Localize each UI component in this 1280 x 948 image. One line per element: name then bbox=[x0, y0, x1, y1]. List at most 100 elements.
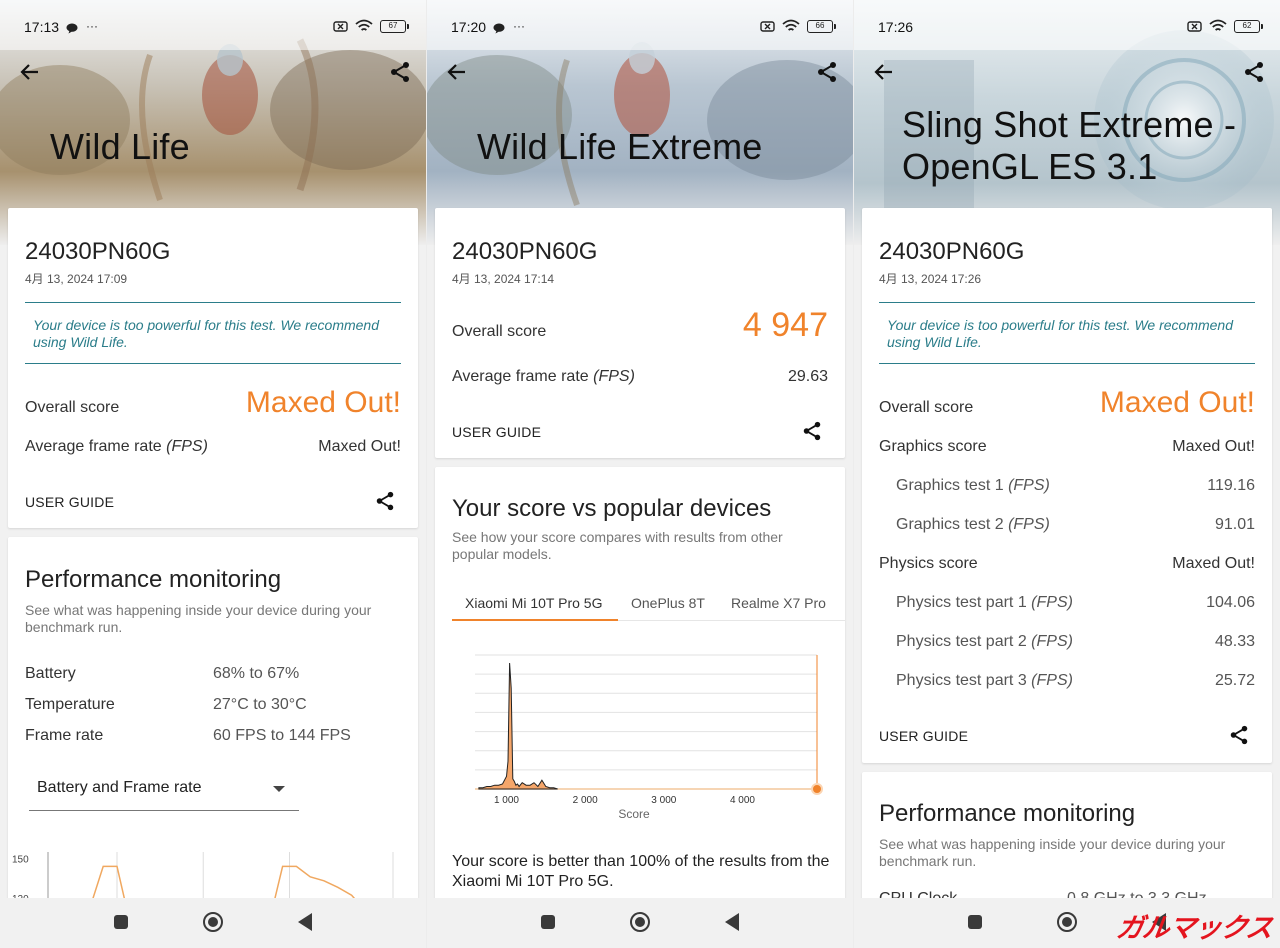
graphics-score-value: Maxed Out! bbox=[1172, 438, 1255, 455]
frame-rate-label: Average frame rate (FPS) bbox=[452, 368, 635, 385]
physics-score-label: Physics score bbox=[879, 555, 978, 572]
benchmark-title: Wild Life bbox=[50, 126, 190, 167]
perf-label: Battery bbox=[25, 665, 76, 682]
mute-icon bbox=[1187, 20, 1202, 32]
overall-score-label: Overall score bbox=[452, 323, 547, 340]
back-button[interactable] bbox=[725, 913, 739, 931]
tab-realme-x7-pro[interactable]: Realme X7 Pro bbox=[731, 595, 826, 611]
device-name: 24030PN60G bbox=[452, 238, 598, 265]
comparison-card: Your score vs popular devices See how yo… bbox=[435, 467, 845, 907]
chart-type-dropdown[interactable]: Battery and Frame rate bbox=[29, 769, 299, 811]
performance-subtitle: See what was happening inside your devic… bbox=[879, 836, 1226, 869]
test-value: 119.16 bbox=[1207, 477, 1255, 494]
arrow-back-icon[interactable] bbox=[872, 60, 896, 84]
test-value: 91.01 bbox=[1214, 516, 1255, 533]
warning-message: Your device is too powerful for this tes… bbox=[879, 302, 1255, 364]
active-tab-indicator bbox=[452, 619, 618, 621]
comparison-title: Your score vs popular devices bbox=[452, 495, 772, 522]
watermark-logo: ガルマックス bbox=[1114, 913, 1274, 943]
phone-screen-wild-life-extreme: 17:20 ··· 66 Wild Life Extreme 24030PN60… bbox=[427, 0, 853, 948]
performance-title: Performance monitoring bbox=[879, 800, 1136, 827]
physics-score-value: Maxed Out! bbox=[1172, 555, 1255, 572]
overall-score-row: Overall score Maxed Out! bbox=[879, 386, 1255, 420]
x-tick-label: 4 000 bbox=[730, 795, 755, 806]
recents-button[interactable] bbox=[541, 915, 555, 929]
physics-test-3-row: Physics test part 3 (FPS) 25.72 bbox=[896, 672, 1255, 690]
recents-button[interactable] bbox=[968, 915, 982, 929]
hero-banner: 17:26 62 Sling Shot Extreme - OpenGL ES … bbox=[854, 0, 1280, 245]
hero-banner: 17:13 ··· 67 Wild Life bbox=[0, 0, 426, 245]
benchmark-title: Wild Life Extreme bbox=[477, 126, 763, 167]
overall-score-value: Maxed Out! bbox=[245, 386, 401, 419]
perf-value: 60 FPS to 144 FPS bbox=[213, 727, 351, 744]
status-time: 17:26 bbox=[878, 19, 914, 35]
share-icon[interactable] bbox=[801, 420, 823, 442]
test-label: Graphics test 2 (FPS) bbox=[896, 516, 1050, 533]
home-button[interactable] bbox=[1057, 912, 1077, 932]
mute-icon bbox=[760, 20, 775, 32]
physics-test-2-row: Physics test part 2 (FPS) 48.33 bbox=[896, 633, 1255, 651]
recents-button[interactable] bbox=[114, 915, 128, 929]
battery-row: Battery 68% to 67% bbox=[25, 665, 405, 683]
frame-rate-label: Average frame rate (FPS) bbox=[25, 438, 208, 455]
perf-value: 27°C to 30°C bbox=[213, 696, 307, 713]
distribution-area bbox=[478, 662, 558, 790]
wifi-icon bbox=[1209, 19, 1227, 31]
chevron-down-icon bbox=[273, 786, 285, 792]
arrow-back-icon[interactable] bbox=[445, 60, 469, 84]
navigation-bar bbox=[854, 898, 1280, 948]
test-label: Physics test part 3 (FPS) bbox=[896, 672, 1073, 689]
score-distribution-chart: 1 000 2 000 3 000 4 000 Score bbox=[475, 654, 823, 821]
graphics-score-label: Graphics score bbox=[879, 438, 987, 455]
status-time: 17:13 bbox=[24, 19, 60, 35]
device-name: 24030PN60G bbox=[879, 238, 1025, 265]
test-value: 25.72 bbox=[1214, 672, 1255, 689]
physics-score-row: Physics score Maxed Out! bbox=[879, 555, 1255, 573]
test-value: 48.33 bbox=[1214, 633, 1255, 650]
share-icon[interactable] bbox=[815, 60, 839, 84]
share-icon[interactable] bbox=[1228, 724, 1250, 746]
user-guide-link[interactable]: USER GUIDE bbox=[452, 424, 542, 440]
user-guide-link[interactable]: USER GUIDE bbox=[879, 728, 969, 744]
battery-icon: 67 bbox=[380, 19, 409, 33]
navigation-bar bbox=[427, 898, 853, 948]
frame-rate-row: Average frame rate (FPS) 29.63 bbox=[452, 368, 828, 386]
frame-rate-value: Maxed Out! bbox=[318, 438, 401, 455]
share-icon[interactable] bbox=[1242, 60, 1266, 84]
comparison-subtitle: See how your score compares with results… bbox=[452, 529, 783, 562]
result-card: 24030PN60G 4月 13, 2024 17:26 Your device… bbox=[862, 208, 1272, 763]
result-card: 24030PN60G 4月 13, 2024 17:14 Overall sco… bbox=[435, 208, 845, 458]
arrow-back-icon[interactable] bbox=[18, 60, 42, 84]
test-value: 104.06 bbox=[1206, 594, 1255, 611]
x-tick-label: 2 000 bbox=[573, 795, 598, 806]
tab-oneplus-8t[interactable]: OnePlus 8T bbox=[631, 595, 705, 611]
overall-score-label: Overall score bbox=[879, 399, 974, 416]
share-icon[interactable] bbox=[388, 60, 412, 84]
overall-score-label: Overall score bbox=[25, 399, 120, 416]
comparison-result: Your score is better than 100% of the re… bbox=[452, 853, 830, 890]
more-notifications-icon: ··· bbox=[513, 19, 525, 33]
user-guide-link[interactable]: USER GUIDE bbox=[25, 494, 115, 510]
hero-banner: 17:20 ··· 66 Wild Life Extreme bbox=[427, 0, 853, 245]
battery-icon: 62 bbox=[1234, 19, 1263, 33]
home-button[interactable] bbox=[203, 912, 223, 932]
status-icons: 66 bbox=[760, 18, 836, 34]
share-icon[interactable] bbox=[374, 490, 396, 512]
benchmark-title: Sling Shot Extreme - OpenGL ES 3.1 bbox=[902, 104, 1237, 187]
back-button[interactable] bbox=[1152, 913, 1166, 931]
performance-subtitle: See what was happening inside your devic… bbox=[25, 602, 372, 635]
warning-message: Your device is too powerful for this tes… bbox=[25, 302, 401, 364]
physics-test-1-row: Physics test part 1 (FPS) 104.06 bbox=[896, 594, 1255, 612]
mute-icon bbox=[333, 20, 348, 32]
status-time: 17:20 bbox=[451, 19, 487, 35]
home-button[interactable] bbox=[630, 912, 650, 932]
overall-score-row: Overall score Maxed Out! bbox=[25, 386, 401, 420]
frame-rate-value: 29.63 bbox=[787, 368, 828, 385]
status-icons: 62 bbox=[1187, 18, 1263, 34]
back-button[interactable] bbox=[298, 913, 312, 931]
more-notifications-icon: ··· bbox=[86, 19, 98, 33]
tab-xiaomi-mi-10t-pro[interactable]: Xiaomi Mi 10T Pro 5G bbox=[465, 595, 603, 611]
perf-value: 68% to 67% bbox=[213, 665, 300, 682]
x-tick-label: 3 000 bbox=[651, 795, 676, 806]
